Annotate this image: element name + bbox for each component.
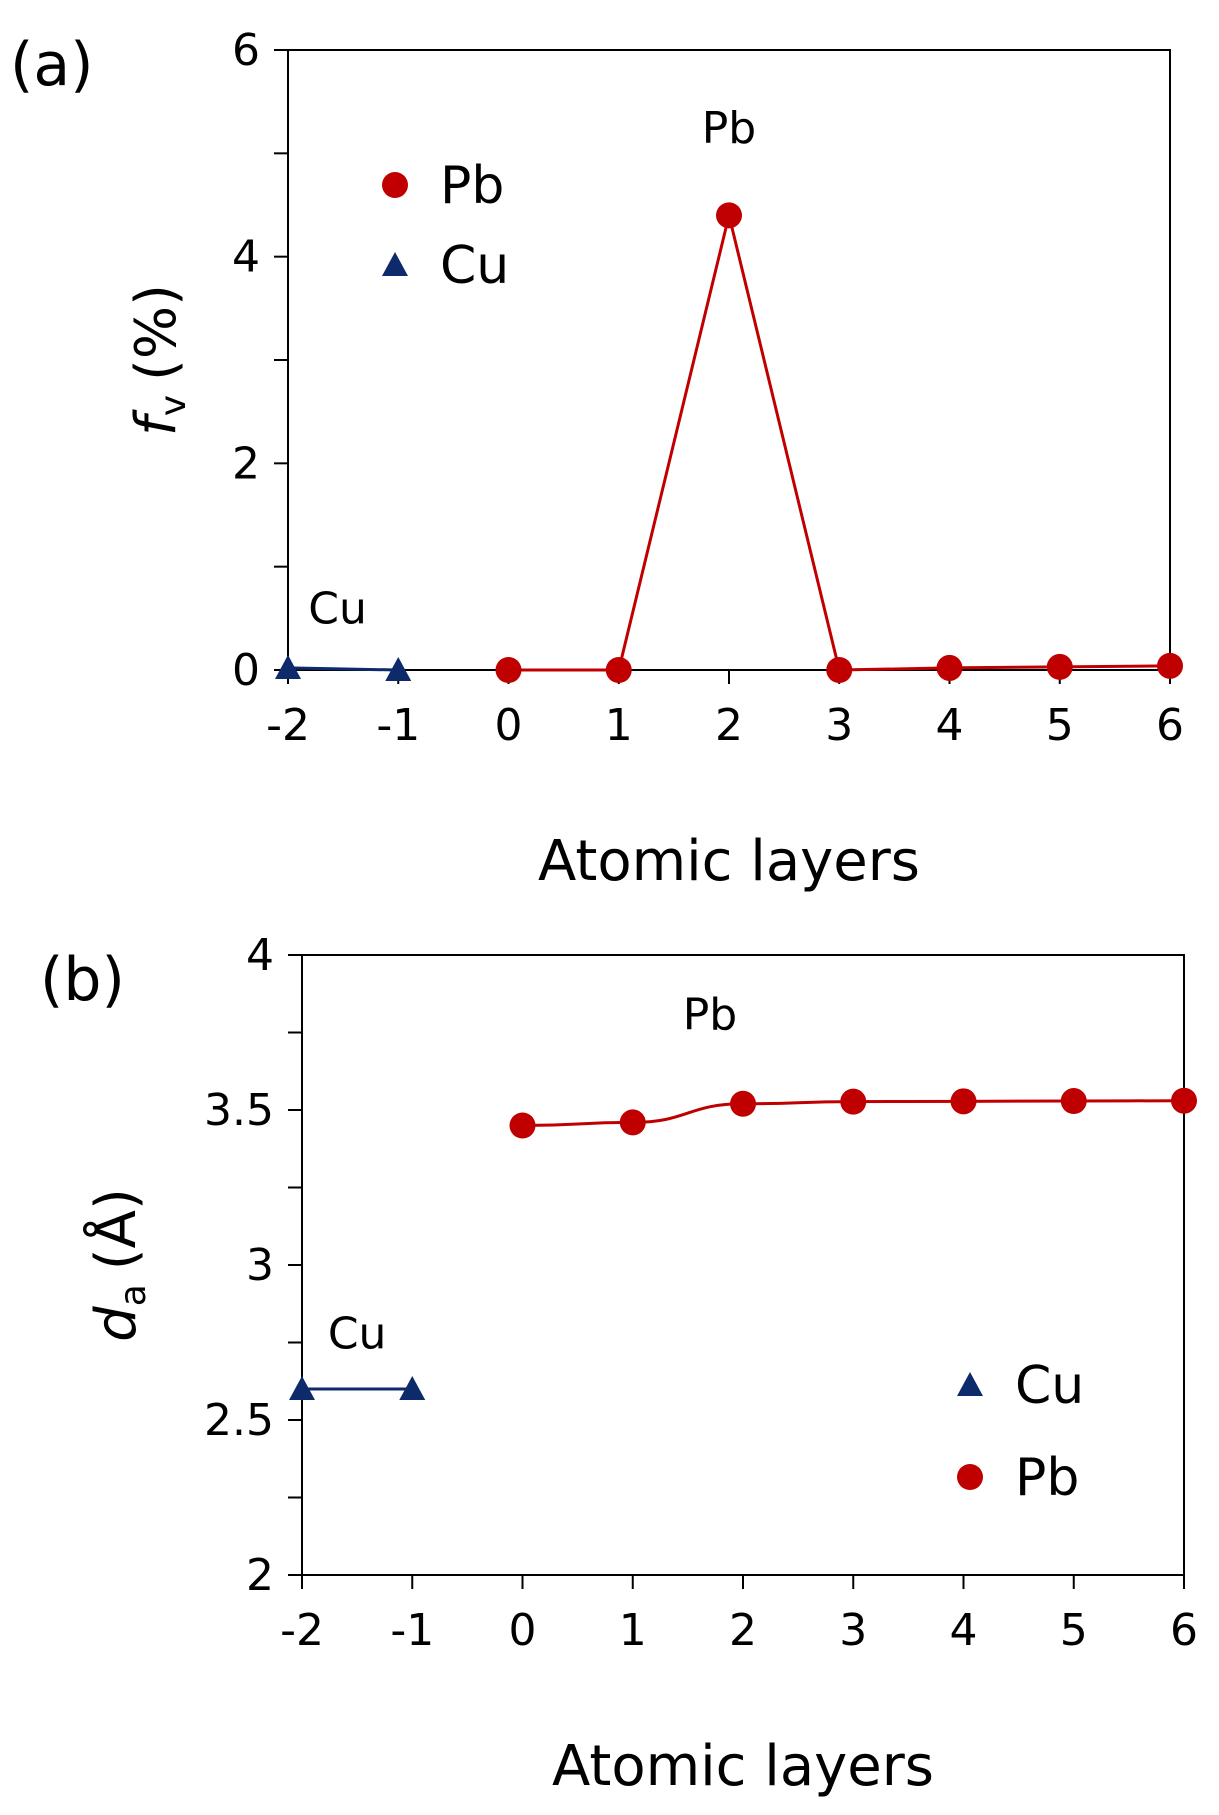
panel-b-x-tick-label: 1 bbox=[619, 1605, 647, 1656]
panel-b-point-pb bbox=[950, 1088, 977, 1115]
panel-a-y-ticks: 0 2 4 6 bbox=[232, 25, 288, 696]
panel-b-y-tick-label: 2 bbox=[246, 1550, 274, 1601]
panel-b-point-pb bbox=[619, 1109, 646, 1136]
panel-b-y-axis-unit: (Å) bbox=[83, 1188, 149, 1270]
panel-a-x-tick-label: 4 bbox=[936, 700, 964, 751]
panel-a-x-tick-label: -1 bbox=[376, 700, 420, 751]
panel-b-point-pb bbox=[509, 1112, 536, 1139]
panel-b-point-cu bbox=[399, 1376, 426, 1401]
panel-b-legend-marker-cu bbox=[957, 1372, 983, 1397]
panel-a-y-tick-label: 6 bbox=[232, 25, 260, 76]
panel-b-legend-label-cu: Cu bbox=[1015, 1356, 1084, 1416]
panel-a-point-pb bbox=[1046, 653, 1073, 680]
panel-a: (a) -2 -1 0 1 2 3 4 5 6 0 2 4 6 Pb Cu Pb Cu Atomic la… bbox=[10, 25, 1184, 894]
panel-a-y-axis-unit: (%) bbox=[124, 284, 189, 381]
panel-b-label: (b) bbox=[40, 945, 125, 1015]
panel-a-x-tick-label: 5 bbox=[1046, 700, 1074, 751]
panel-b-annotation-cu: Cu bbox=[328, 1309, 387, 1360]
panel-b-y-tick-label: 3 bbox=[246, 1240, 274, 1291]
panel-a-y-tick-label: 0 bbox=[232, 645, 260, 696]
panel-a-y-axis-label: fv(%) bbox=[124, 284, 194, 436]
panel-a-legend-label-pb: Pb bbox=[440, 156, 504, 216]
panel-b-y-tick-label: 4 bbox=[246, 930, 274, 981]
panel-a-point-pb bbox=[716, 202, 742, 229]
panel-b-y-axis-symbol: d bbox=[84, 1306, 149, 1342]
panel-b-legend-label-pb: Pb bbox=[1015, 1448, 1079, 1508]
panel-a-point-cu bbox=[275, 654, 301, 679]
panel-b-x-tick-label: 4 bbox=[950, 1605, 978, 1656]
panel-b-x-axis-label: Atomic layers bbox=[552, 1734, 934, 1799]
panel-b-y-tick-label: 3.5 bbox=[204, 1085, 274, 1136]
panel-b-point-pb bbox=[1171, 1087, 1197, 1114]
panel-a-x-tick-label: 3 bbox=[825, 700, 853, 751]
panel-a-annotation-cu: Cu bbox=[308, 584, 367, 635]
panel-a-point-pb bbox=[826, 657, 853, 683]
svg-text:fv(%): fv(%) bbox=[124, 284, 194, 436]
panel-b-x-tick-label: -2 bbox=[280, 1605, 324, 1656]
panel-a-series-lines bbox=[287, 214, 1171, 672]
panel-a-y-tick-label: 4 bbox=[232, 232, 260, 283]
panel-a-series-markers bbox=[275, 202, 1183, 683]
panel-b-y-tick-label: 2.5 bbox=[204, 1395, 274, 1446]
panel-a-point-pb bbox=[495, 657, 522, 683]
panel-a-series-line-cu bbox=[287, 666, 399, 672]
panel-a-point-pb bbox=[605, 657, 632, 683]
panel-b-y-axis-label: da (Å) bbox=[83, 1188, 154, 1342]
panel-b-series-lines bbox=[302, 1099, 1185, 1391]
panel-a-x-axis-label: Atomic layers bbox=[538, 829, 920, 894]
panel-a-x-tick-label: -2 bbox=[266, 700, 310, 751]
panel-a-x-ticks: -2 -1 0 1 2 3 4 5 6 bbox=[266, 670, 1184, 751]
panel-a-x-tick-label: 2 bbox=[715, 700, 743, 751]
svg-text:da(Å): da (Å) bbox=[83, 1188, 154, 1342]
panel-b-point-pb bbox=[730, 1090, 756, 1117]
panel-b: (b) -2 -1 0 1 2 3 4 5 6 2 2.5 3 3.5 4 Pb Cu Cu Pb Atom… bbox=[40, 930, 1198, 1799]
panel-a-legend-marker-pb bbox=[382, 172, 408, 198]
panel-a-point-pb bbox=[1157, 652, 1183, 679]
panel-a-annotations: Pb Cu bbox=[308, 103, 756, 635]
panel-a-point-cu bbox=[385, 657, 412, 682]
panel-a-series-line-pb bbox=[508, 214, 1171, 672]
panel-b-legend: Cu Pb bbox=[957, 1356, 1084, 1508]
panel-b-annotation-pb: Pb bbox=[683, 989, 737, 1040]
panel-b-point-cu bbox=[289, 1376, 315, 1401]
panel-b-point-pb bbox=[1060, 1088, 1087, 1115]
panel-b-x-tick-label: 5 bbox=[1060, 1605, 1088, 1656]
panel-a-x-tick-label: 0 bbox=[495, 700, 523, 751]
panel-a-legend-marker-cu bbox=[382, 252, 408, 277]
panel-b-y-ticks: 2 2.5 3 3.5 4 bbox=[204, 930, 302, 1601]
panel-a-y-axis-subscript: v bbox=[153, 395, 194, 416]
panel-a-label: (a) bbox=[10, 30, 94, 100]
panel-b-annotations: Pb Cu bbox=[328, 989, 737, 1359]
panel-a-y-tick-label: 2 bbox=[232, 438, 260, 489]
panel-b-x-tick-label: 3 bbox=[839, 1605, 867, 1656]
panel-a-annotation-pb: Pb bbox=[702, 103, 756, 154]
panel-b-x-tick-label: 6 bbox=[1170, 1605, 1198, 1656]
panel-b-legend-marker-pb bbox=[957, 1464, 983, 1490]
panel-b-x-ticks: -2 -1 0 1 2 3 4 5 6 bbox=[280, 1575, 1198, 1656]
panel-b-series-markers bbox=[289, 1087, 1197, 1401]
panel-a-x-tick-label: 6 bbox=[1156, 700, 1184, 751]
panel-b-x-tick-label: 0 bbox=[509, 1605, 537, 1656]
panel-b-point-pb bbox=[840, 1088, 867, 1115]
panel-a-legend: Pb Cu bbox=[382, 156, 509, 296]
panel-a-legend-label-cu: Cu bbox=[440, 236, 509, 296]
panel-a-x-tick-label: 1 bbox=[605, 700, 633, 751]
panel-b-y-axis-subscript: a bbox=[113, 1284, 154, 1306]
panel-b-x-tick-label: 2 bbox=[729, 1605, 757, 1656]
panel-a-point-pb bbox=[936, 654, 963, 681]
panel-b-x-tick-label: -1 bbox=[390, 1605, 434, 1656]
